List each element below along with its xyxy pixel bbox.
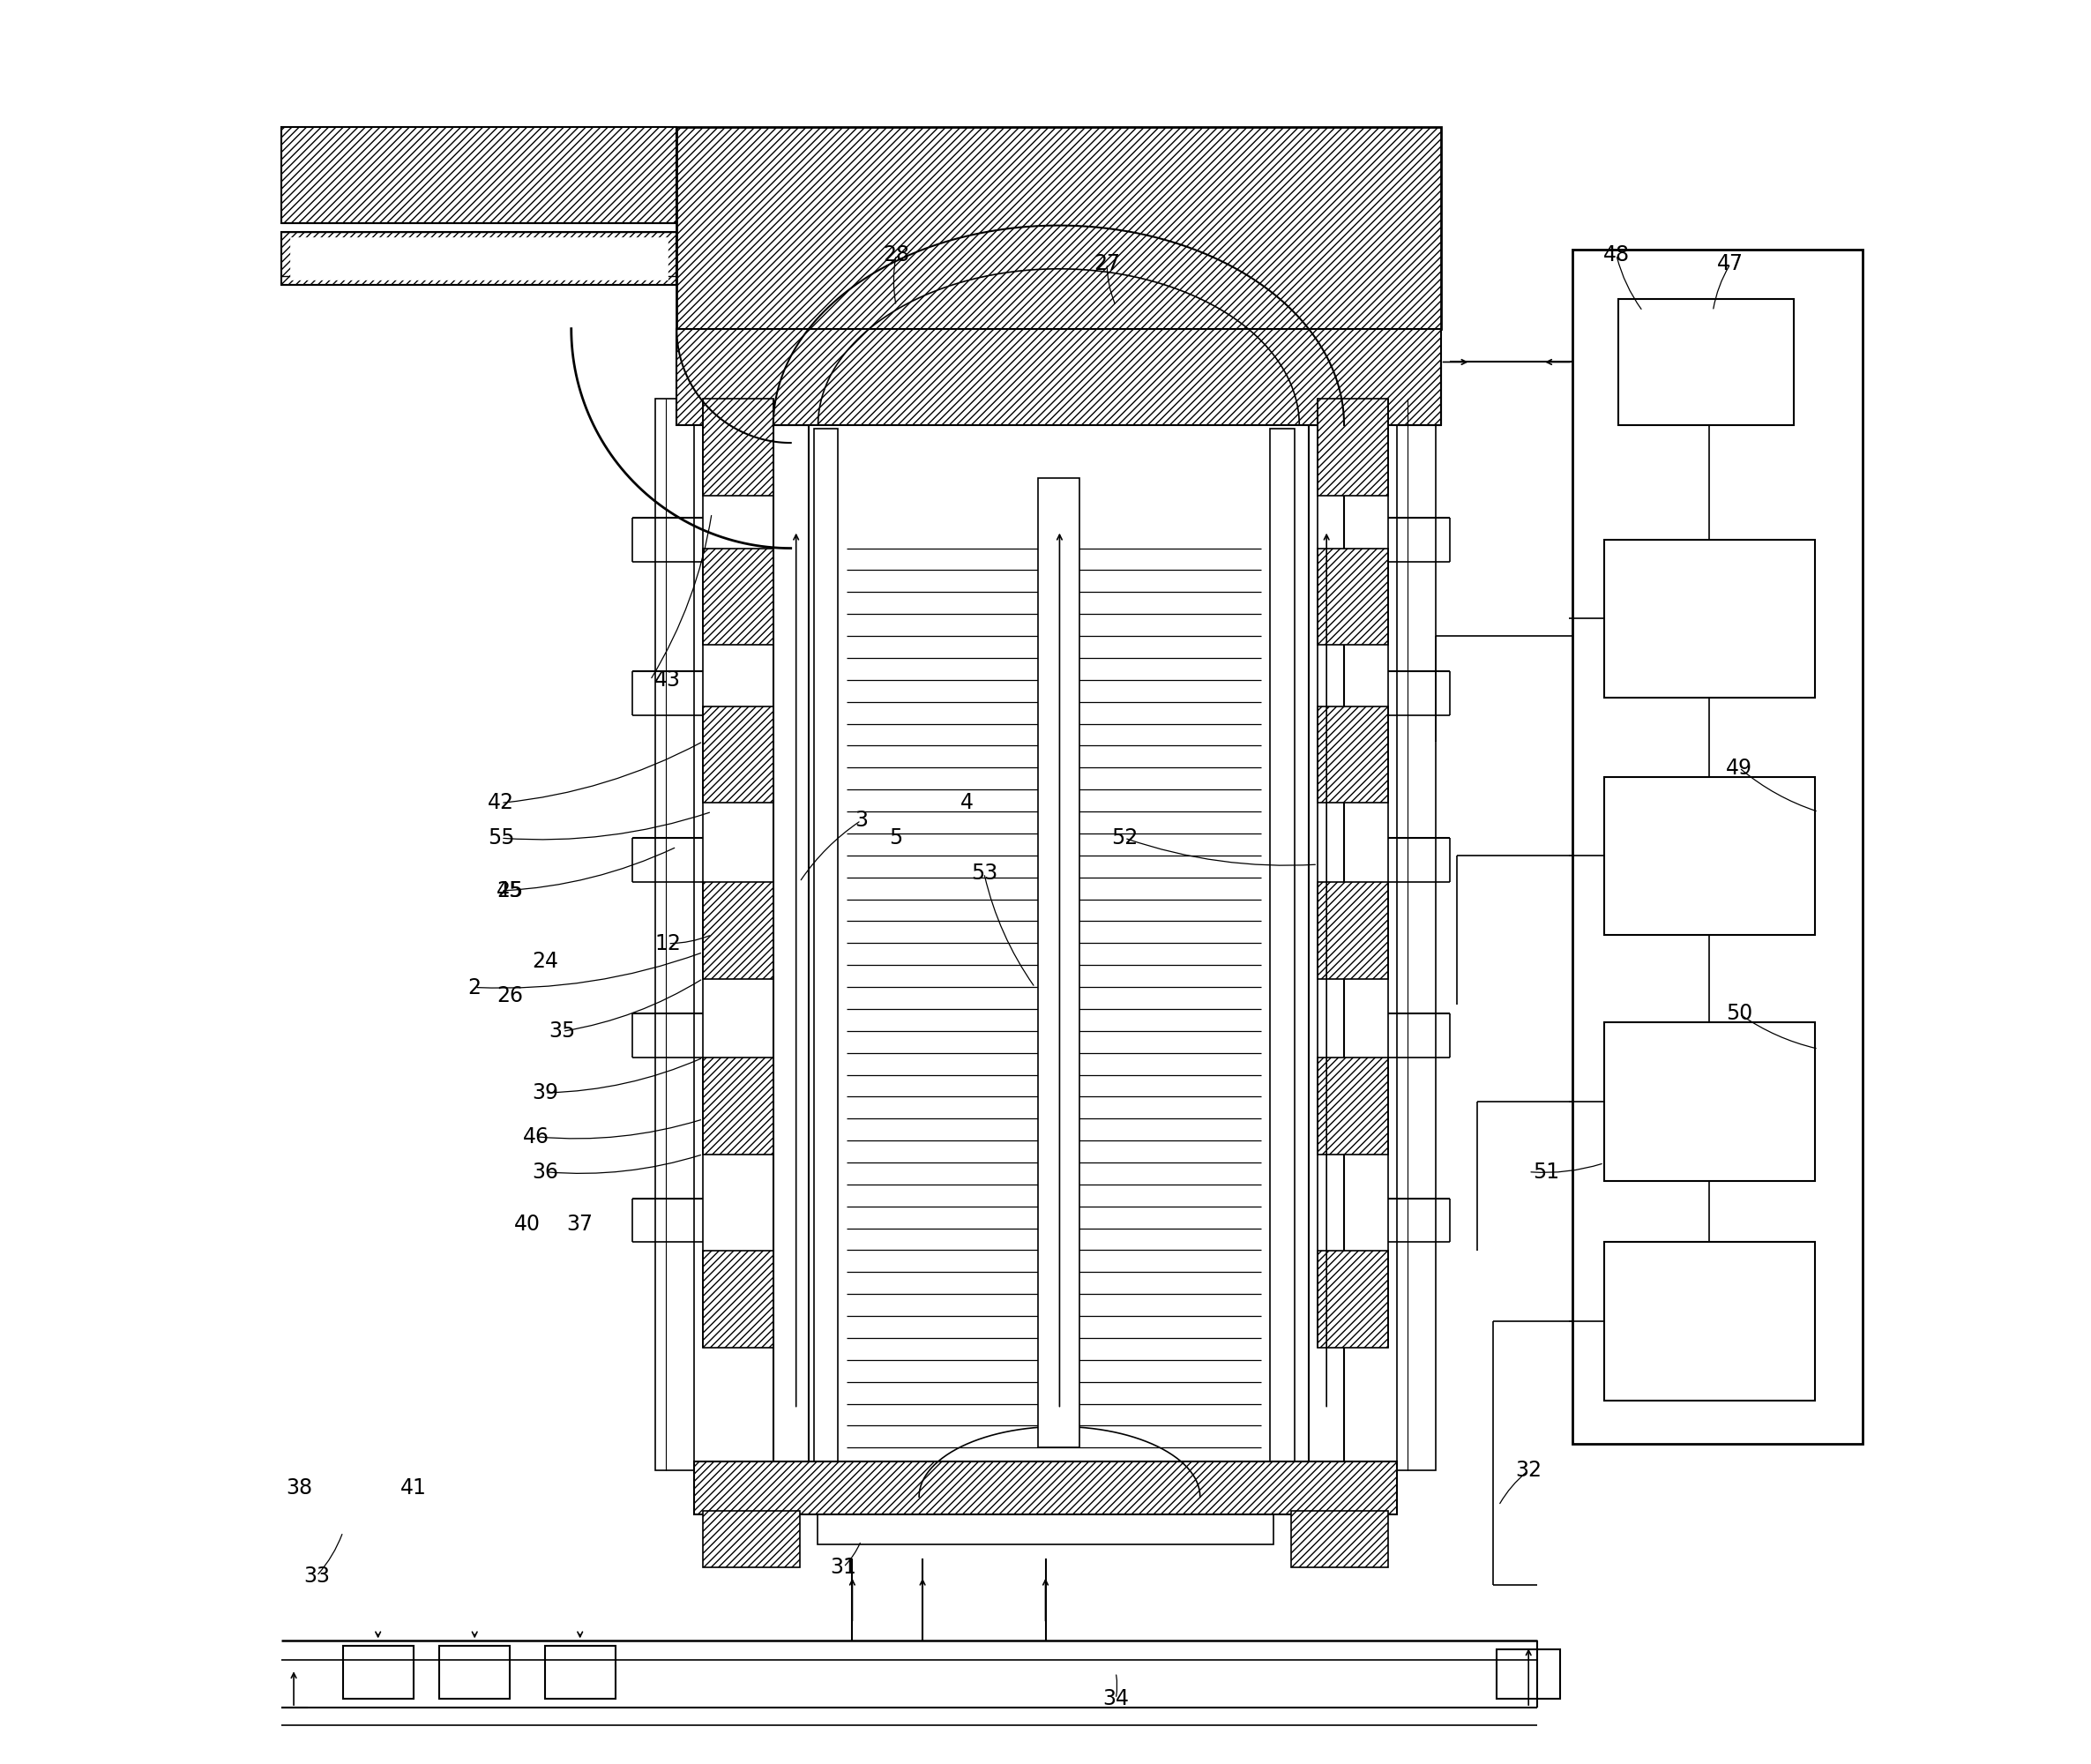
Bar [1497, 1649, 1560, 1699]
Bar [703, 399, 774, 496]
Text: 4: 4 [960, 792, 972, 813]
Text: 47: 47 [1717, 252, 1744, 273]
Text: 2: 2 [468, 977, 481, 998]
Text: 51: 51 [1533, 1161, 1560, 1182]
Bar [1317, 1058, 1388, 1154]
Text: 40: 40 [514, 1214, 542, 1235]
Text: 55: 55 [487, 827, 514, 848]
Text: 27: 27 [1094, 252, 1121, 273]
Bar [282, 127, 677, 224]
Bar [657, 399, 694, 1471]
Bar [703, 549, 774, 646]
Text: 48: 48 [1604, 243, 1629, 265]
Bar [774, 1468, 1317, 1506]
Bar [703, 706, 774, 803]
Bar [1317, 1251, 1388, 1348]
Text: 34: 34 [1102, 1688, 1129, 1709]
Bar [343, 1646, 414, 1699]
Bar [1317, 399, 1388, 496]
Bar [1317, 706, 1388, 803]
Bar [1604, 1242, 1815, 1401]
Text: 3: 3 [855, 810, 868, 831]
Bar [703, 882, 774, 979]
Text: 52: 52 [1110, 827, 1138, 848]
Bar [282, 233, 677, 284]
Bar [1618, 298, 1794, 425]
Text: 33: 33 [303, 1565, 330, 1586]
Bar [291, 238, 667, 279]
Text: 37: 37 [567, 1214, 594, 1235]
Bar [1292, 1512, 1388, 1566]
Bar [774, 425, 809, 1471]
Text: 26: 26 [496, 986, 523, 1007]
Bar [703, 1251, 774, 1348]
Bar [1271, 429, 1294, 1462]
Bar [1317, 882, 1388, 979]
Text: 39: 39 [531, 1083, 558, 1104]
Bar [546, 1646, 615, 1699]
Text: 32: 32 [1516, 1461, 1541, 1482]
Text: 41: 41 [399, 1478, 427, 1499]
Bar [1604, 776, 1815, 935]
Bar [677, 127, 1441, 328]
Text: 38: 38 [286, 1478, 312, 1499]
Bar [813, 429, 838, 1462]
Bar [1604, 540, 1815, 697]
Text: 53: 53 [970, 863, 997, 884]
Text: 46: 46 [523, 1125, 550, 1147]
Text: 35: 35 [550, 1021, 575, 1043]
Bar [1604, 1023, 1815, 1180]
Text: 12: 12 [654, 933, 682, 954]
Bar [818, 1501, 1273, 1544]
Text: 42: 42 [487, 792, 514, 813]
Bar [1572, 249, 1863, 1445]
Bar [1037, 478, 1079, 1448]
Bar [1317, 549, 1388, 646]
Text: 25: 25 [496, 880, 523, 901]
Text: 43: 43 [654, 669, 682, 690]
Text: 5: 5 [889, 827, 903, 848]
Text: 50: 50 [1725, 1004, 1752, 1025]
Text: 49: 49 [1725, 757, 1752, 778]
Text: 31: 31 [830, 1556, 857, 1577]
Text: 45: 45 [496, 880, 523, 901]
Bar [439, 1646, 510, 1699]
Text: 28: 28 [882, 243, 910, 265]
Bar [694, 1462, 1397, 1514]
Bar [703, 1058, 774, 1154]
Bar [799, 233, 834, 284]
Bar [1309, 425, 1345, 1471]
Bar [1397, 399, 1434, 1471]
Bar [677, 328, 1441, 425]
Bar [703, 1512, 799, 1566]
Text: 36: 36 [531, 1161, 558, 1182]
Text: 24: 24 [531, 951, 558, 972]
